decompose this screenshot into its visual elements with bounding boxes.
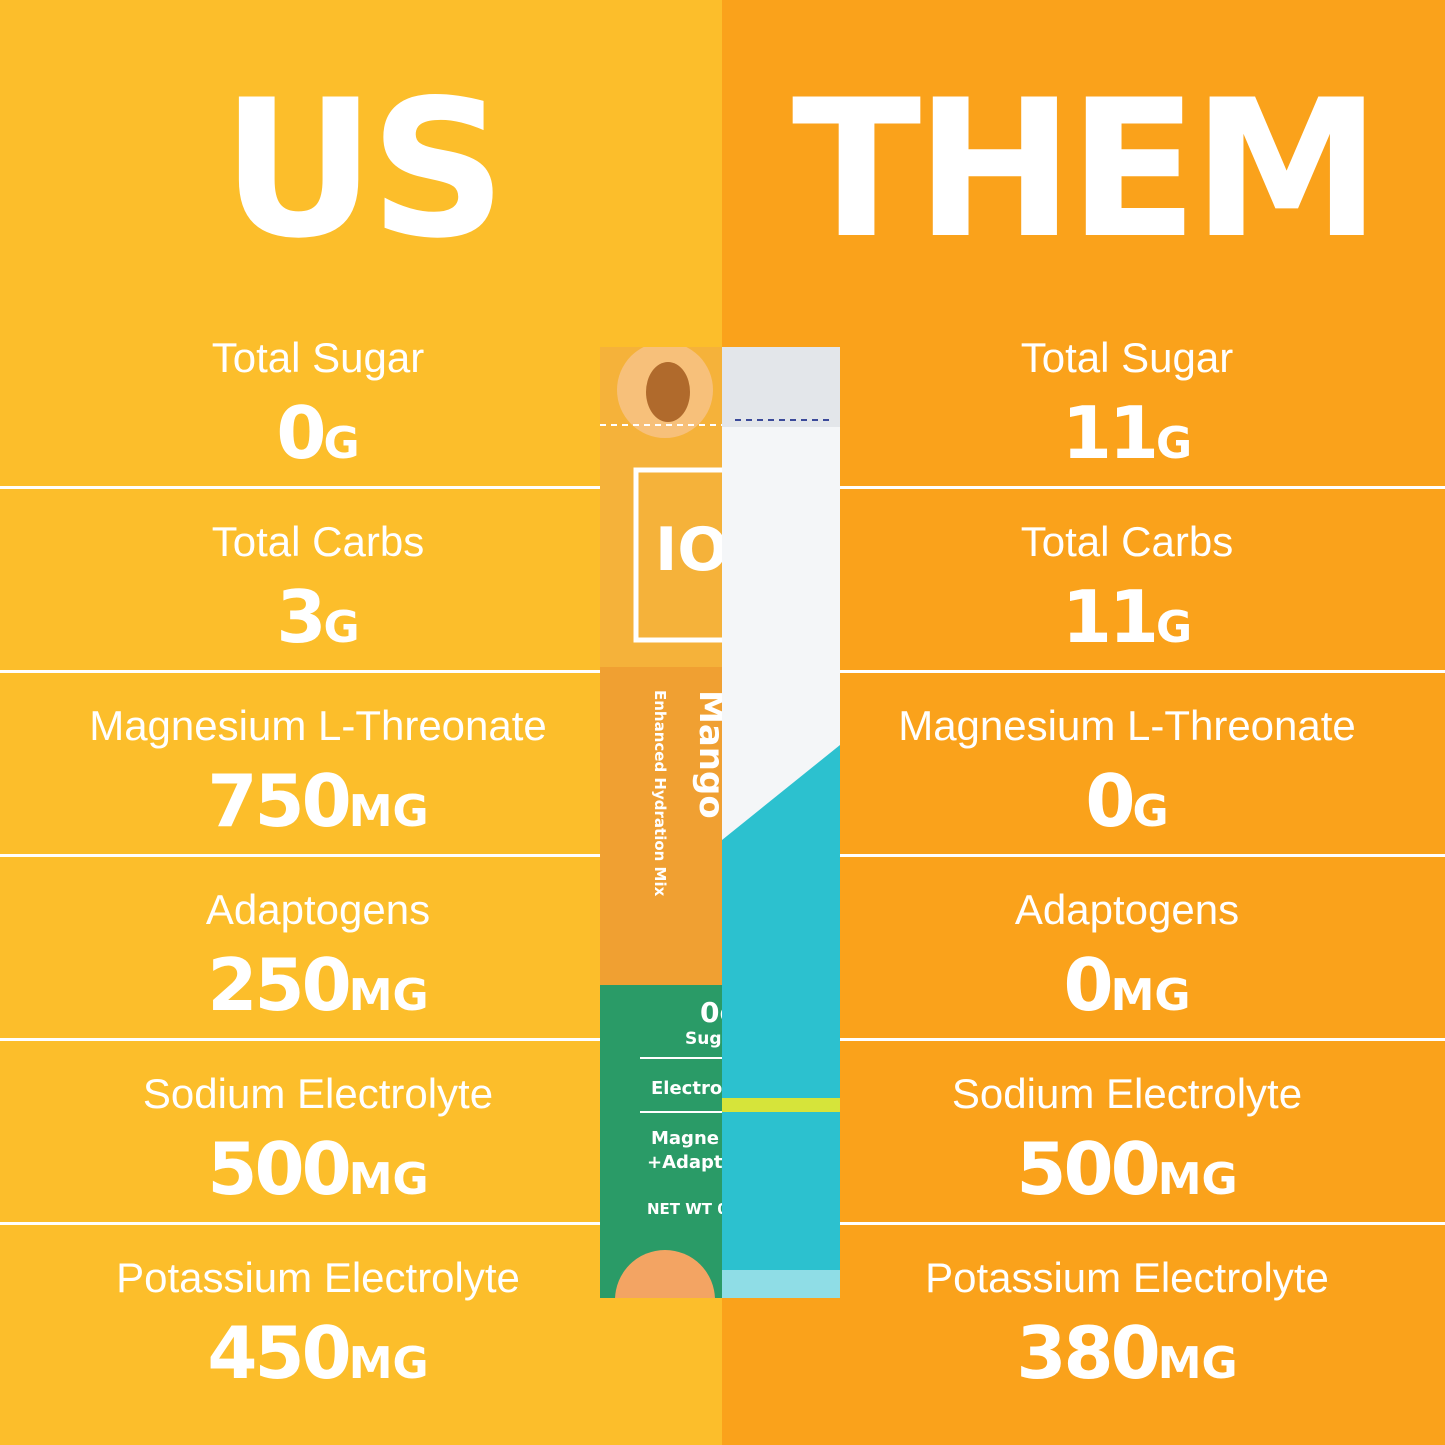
them-panel: THEM Total Sugar 11G Total Carbs 11G Magnesi… xyxy=(722,0,1445,1445)
value-unit: MG xyxy=(1157,1154,1238,1205)
value-amount: 450 xyxy=(207,1311,351,1395)
value-amount: 3 xyxy=(276,575,326,659)
value-amount: 250 xyxy=(207,943,351,1027)
value-amount: 11 xyxy=(1061,575,1159,659)
packet-subtitle: Enhanced Hydration Mix xyxy=(651,690,669,897)
row-value: 11G xyxy=(722,577,1445,668)
row-label: Total Carbs xyxy=(211,518,425,565)
row-label: Potassium Electrolyte xyxy=(116,1254,520,1301)
row-label: Sodium Electrolyte xyxy=(951,1070,1303,1117)
value-unit: G xyxy=(1132,786,1169,837)
row-value: 11G xyxy=(722,393,1445,484)
row-label: Adaptogens xyxy=(205,886,431,933)
row-label: Magnesium L-Threonate xyxy=(89,702,547,749)
row-label: Total Sugar xyxy=(211,334,425,381)
value-unit: G xyxy=(323,418,360,469)
row-label: Potassium Electrolyte xyxy=(925,1254,1329,1301)
value-amount: 500 xyxy=(207,1127,351,1211)
row-label: Sodium Electrolyte xyxy=(142,1070,494,1117)
value-unit: MG xyxy=(1110,970,1191,1021)
row-value: 0G xyxy=(0,393,636,484)
packet-badge: Magne xyxy=(651,1128,719,1149)
value-amount: 0 xyxy=(1063,943,1113,1027)
value-unit: MG xyxy=(348,970,429,1021)
row-label: Total Carbs xyxy=(1020,518,1234,565)
row-value: 450MG xyxy=(0,1313,636,1404)
value-amount: 380 xyxy=(1016,1311,1160,1395)
value-unit: MG xyxy=(348,1338,429,1389)
row-separator xyxy=(0,1222,600,1225)
us-title: US xyxy=(221,59,506,280)
row-value: 500MG xyxy=(0,1129,636,1220)
packet-net-weight: NET WT 0.2 xyxy=(647,1200,744,1218)
packet-badge: +Adapto xyxy=(647,1152,735,1173)
value-unit: G xyxy=(1156,418,1193,469)
value-unit: G xyxy=(323,602,360,653)
value-amount: 0 xyxy=(276,391,326,475)
row-label: Total Sugar xyxy=(1020,334,1234,381)
value-amount: 11 xyxy=(1061,391,1159,475)
value-unit: MG xyxy=(348,786,429,837)
row-separator xyxy=(0,1038,600,1041)
row-separator xyxy=(0,854,600,857)
row-separator xyxy=(835,486,1445,489)
row-value: 750MG xyxy=(0,761,636,852)
row-value: 380MG xyxy=(722,1313,1445,1404)
packet-badge: Sug xyxy=(685,1029,722,1049)
row-separator xyxy=(835,1038,1445,1041)
value-unit: MG xyxy=(1157,1338,1238,1389)
row-value: 0G xyxy=(722,761,1445,852)
row-separator xyxy=(0,486,600,489)
value-amount: 500 xyxy=(1016,1127,1160,1211)
row-separator xyxy=(0,670,600,673)
value-unit: MG xyxy=(348,1154,429,1205)
packet-badge: Electro xyxy=(651,1078,722,1099)
row-label: Magnesium L-Threonate xyxy=(898,702,1356,749)
row-separator xyxy=(835,1222,1445,1225)
value-unit: G xyxy=(1156,602,1193,653)
row-value: 0MG xyxy=(722,945,1445,1036)
row-value: 250MG xyxy=(0,945,636,1036)
row-label: Adaptogens xyxy=(1014,886,1240,933)
row-value: 3G xyxy=(0,577,636,668)
row-separator xyxy=(835,670,1445,673)
value-amount: 0 xyxy=(1085,759,1135,843)
them-title: THEM xyxy=(791,59,1381,280)
value-amount: 750 xyxy=(207,759,351,843)
row-separator xyxy=(835,854,1445,857)
row-value: 500MG xyxy=(722,1129,1445,1220)
